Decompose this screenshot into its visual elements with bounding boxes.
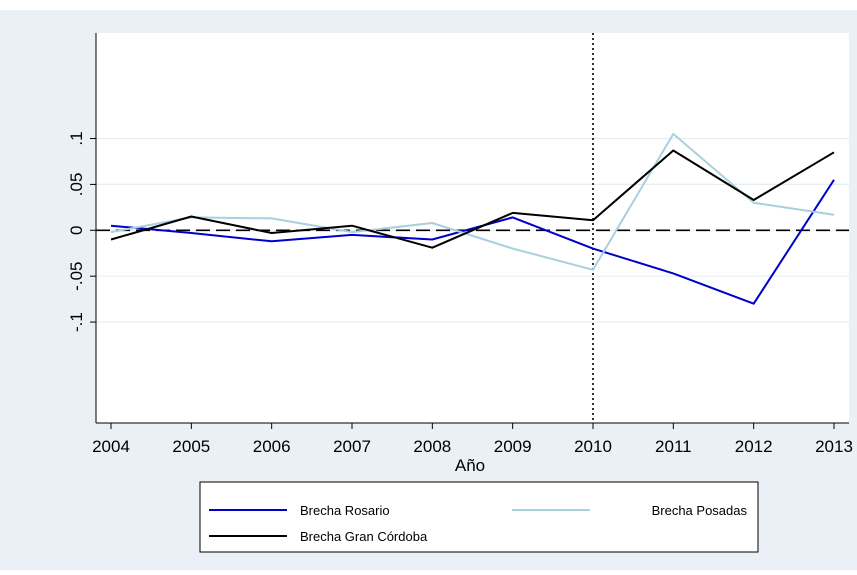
- y-tick-label: 0: [67, 226, 86, 235]
- x-tick-label: 2007: [333, 437, 371, 456]
- ticks: -.1 -.05 0 .05 .1 2004 2005 2006 2007 2008 2009 201…: [67, 131, 853, 456]
- x-tick-label: 2012: [735, 437, 773, 456]
- y-tick-label: .05: [67, 173, 86, 197]
- y-tick-label: -.1: [67, 312, 86, 332]
- x-tick-label: 2005: [172, 437, 210, 456]
- y-tick-label: -.05: [67, 262, 86, 291]
- y-tick-label: .1: [67, 131, 86, 145]
- series-line-brecha-posadas: [110, 132, 835, 271]
- series-lines: [110, 132, 835, 305]
- legend-label: Brecha Gran Córdoba: [300, 529, 428, 544]
- x-tick-label: 2011: [655, 437, 692, 456]
- x-tick-label: 2008: [413, 437, 451, 456]
- x-tick-label: 2010: [574, 437, 612, 456]
- x-tick-label: 2013: [815, 437, 853, 456]
- reference-lines: [96, 33, 849, 423]
- series-line-brecha-rosario: [110, 179, 835, 305]
- legend-label: Brecha Posadas: [652, 503, 748, 518]
- x-axis-label: Año: [455, 456, 485, 475]
- legend-label: Brecha Rosario: [300, 503, 390, 518]
- series-line-brecha-gran-c-rdoba: [110, 149, 835, 249]
- top-band: [0, 0, 857, 10]
- axes: [95, 33, 849, 424]
- legend-box: [199, 481, 759, 553]
- x-tick-label: 2004: [92, 437, 130, 456]
- legend: Brecha Rosario Brecha Posadas Brecha Gran …: [199, 481, 759, 553]
- x-tick-label: 2006: [253, 437, 291, 456]
- x-tick-label: 2009: [494, 437, 532, 456]
